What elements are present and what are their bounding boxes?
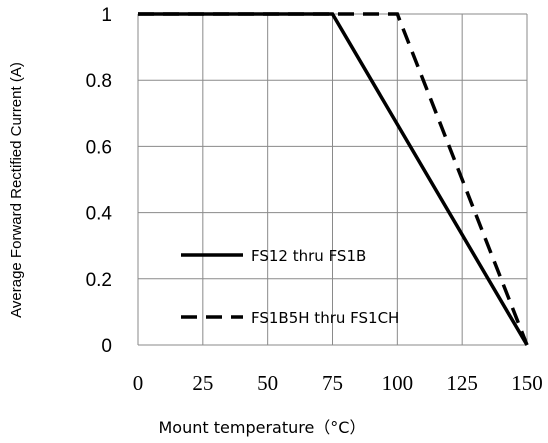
y-tick-label-0: 0: [101, 336, 112, 357]
x-axis-label: Mount temperature（°C）: [159, 418, 366, 437]
x-tick-label-0: 0: [133, 371, 144, 395]
legend-label-2: FS1B5H thru FS1CH: [251, 309, 399, 327]
y-tick-label-4: 0.8: [86, 71, 112, 92]
y-tick-label-2: 0.4: [86, 204, 113, 225]
x-tick-label-5: 125: [446, 371, 478, 395]
grid: [137, 13, 528, 346]
x-tick-label-1: 25: [192, 371, 213, 395]
x-tick-label-3: 75: [322, 371, 343, 395]
y-tick-label-1: 0.2: [86, 270, 112, 291]
x-tick-label-2: 50: [257, 371, 278, 395]
tick-labels: 0 0.2 0.4 0.6 0.8 1 0 25 50 75 100 125 150: [86, 5, 543, 395]
y-tick-label-3: 0.6: [86, 137, 112, 158]
legend: FS12 thru FS1B FS1B5H thru FS1CH: [181, 247, 399, 327]
legend-label-1: FS12 thru FS1B: [251, 247, 366, 265]
y-axis-label: Average Forward Rectified Current (A): [8, 62, 25, 318]
x-tick-label-4: 100: [382, 371, 414, 395]
series-group: [138, 12, 529, 346]
series-line-2: [138, 12, 529, 346]
x-tick-label-6: 150: [511, 371, 543, 395]
y-tick-label-5: 1: [101, 5, 112, 26]
